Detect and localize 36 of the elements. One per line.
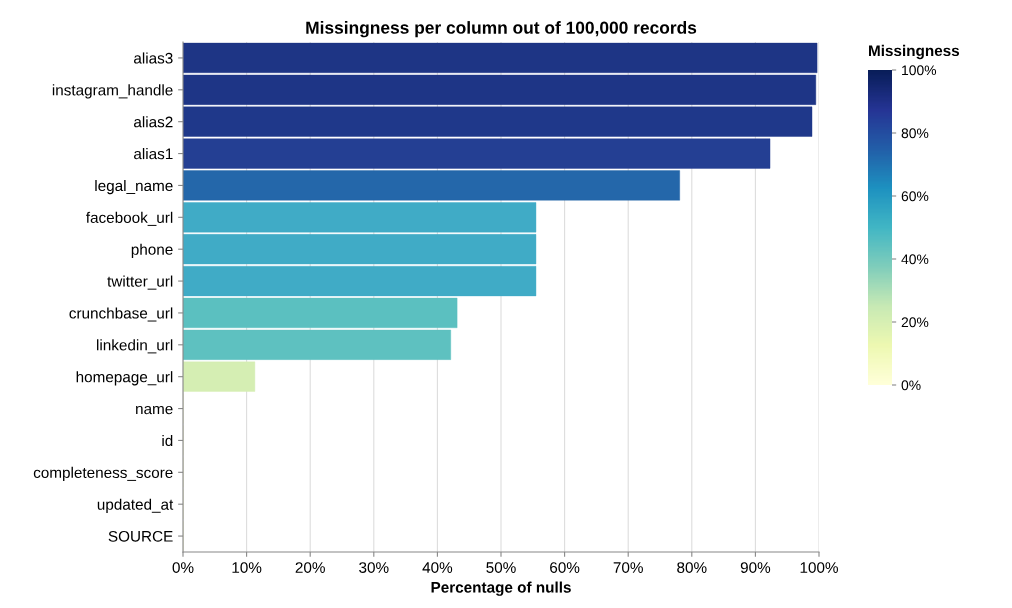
y-tick-label: instagram_handle [52, 84, 173, 99]
y-tick-label: alias2 [134, 116, 173, 128]
color-bar-label: 0% [901, 380, 921, 391]
chart-title: Missingness per column out of 100,000 records [306, 21, 697, 38]
x-tick-label: 50% [486, 562, 516, 573]
color-bar-label: 40% [901, 254, 929, 265]
color-bar-title: Missingness [869, 44, 960, 60]
x-tick-label: 0% [172, 562, 194, 573]
y-tick-label: name [136, 405, 173, 415]
x-tick-label: 40% [422, 562, 453, 573]
y-tick-label: phone [131, 243, 173, 258]
x-axis-title: Percentage of nulls [431, 581, 571, 596]
x-tick-label: 60% [550, 562, 580, 573]
y-tick-label: linkedin_url [97, 339, 173, 354]
y-tick-label: crunchbase_url [69, 307, 173, 322]
x-tick-label: 20% [295, 562, 325, 573]
y-tick-label: alias3 [134, 52, 173, 64]
y-tick-label: twitter_url [107, 275, 173, 290]
x-tick-label: 100% [800, 562, 838, 573]
x-tick-label: 70% [613, 562, 643, 573]
x-tick-label: 10% [232, 562, 262, 573]
y-tick-label: facebook_url [86, 211, 173, 226]
color-bar-label: 80% [901, 128, 929, 139]
y-tick-label: completeness_score [33, 466, 173, 482]
x-tick-label: 30% [359, 562, 389, 573]
y-tick-label: updated_at [97, 498, 174, 513]
y-tick-label: homepage_url [76, 371, 173, 386]
color-bar-label: 60% [901, 191, 929, 202]
color-bar-label: 100% [902, 65, 937, 76]
x-tick-label: 80% [677, 562, 707, 573]
y-tick-label: id [162, 434, 173, 447]
y-tick-label: SOURCE [108, 530, 173, 542]
x-tick-label: 90% [740, 562, 771, 573]
y-tick-label: alias1 [134, 148, 173, 160]
y-tick-label: legal_name [95, 179, 173, 195]
color-bar-label: 20% [901, 317, 929, 328]
